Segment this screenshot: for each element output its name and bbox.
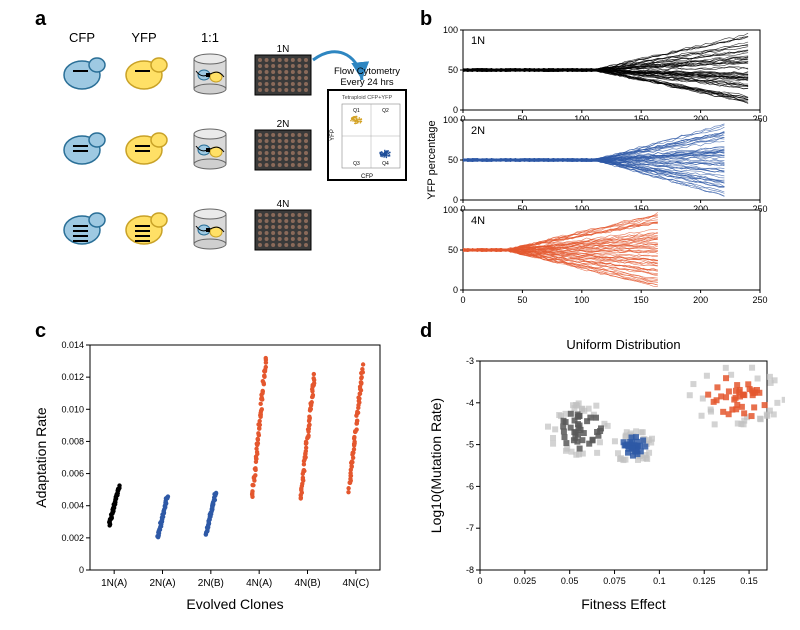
svg-text:Uniform Distribution: Uniform Distribution: [566, 337, 680, 352]
svg-text:Q3: Q3: [353, 161, 360, 167]
figure-root: a b c d CFPYFP1:11N2N4NFlow CytometryEve…: [0, 0, 800, 630]
svg-text:4N(A): 4N(A): [246, 578, 272, 589]
svg-text:0.05: 0.05: [561, 576, 579, 586]
svg-text:0.002: 0.002: [61, 533, 84, 543]
svg-text:Q2: Q2: [382, 108, 389, 114]
svg-text:4N: 4N: [277, 199, 290, 210]
svg-text:4N: 4N: [471, 215, 485, 227]
svg-text:Fitness Effect: Fitness Effect: [581, 596, 666, 612]
svg-text:Generations: Generations: [582, 309, 642, 310]
svg-text:100: 100: [574, 295, 589, 305]
svg-text:0.1: 0.1: [653, 576, 666, 586]
svg-text:Q1: Q1: [353, 108, 360, 114]
svg-text:0: 0: [477, 576, 482, 586]
svg-text:0: 0: [79, 565, 84, 575]
svg-text:-8: -8: [466, 565, 474, 575]
svg-text:250: 250: [752, 295, 767, 305]
svg-text:4N(C): 4N(C): [342, 578, 369, 589]
svg-text:0: 0: [453, 195, 458, 205]
svg-text:1N(A): 1N(A): [101, 578, 127, 589]
svg-text:2N: 2N: [471, 125, 485, 137]
svg-text:CFP: CFP: [361, 174, 373, 180]
svg-text:Adaptation Rate: Adaptation Rate: [33, 407, 49, 508]
svg-text:0.008: 0.008: [61, 436, 84, 446]
svg-text:YFP percentage: YFP percentage: [426, 120, 438, 199]
svg-text:0.014: 0.014: [61, 340, 84, 350]
panel-d-chart: Uniform Distribution 0 0.025 0.05 0.075 0.1 0.…: [425, 335, 785, 625]
svg-text:50: 50: [448, 65, 458, 75]
svg-text:Log10(Mutation Rate): Log10(Mutation Rate): [428, 398, 444, 533]
svg-text:50: 50: [448, 245, 458, 255]
panel-c-chart: 0 0.002 0.004 0.006 0.008 0.010 0.012 0.014 1N(A…: [30, 335, 400, 625]
svg-text:YFP: YFP: [131, 30, 156, 45]
svg-text:-7: -7: [466, 523, 474, 533]
svg-text:0.012: 0.012: [61, 372, 84, 382]
svg-text:0.15: 0.15: [740, 576, 758, 586]
svg-text:Flow Cytometry: Flow Cytometry: [334, 66, 400, 77]
svg-text:200: 200: [693, 295, 708, 305]
svg-text:Evolved Clones: Evolved Clones: [186, 596, 283, 612]
svg-text:1N: 1N: [277, 44, 290, 55]
svg-text:0.004: 0.004: [61, 501, 84, 511]
svg-text:50: 50: [448, 155, 458, 165]
svg-text:0.010: 0.010: [61, 404, 84, 414]
svg-text:100: 100: [443, 115, 458, 125]
svg-text:0.125: 0.125: [693, 576, 716, 586]
svg-text:0.075: 0.075: [603, 576, 626, 586]
svg-text:-6: -6: [466, 481, 474, 491]
svg-text:1:1: 1:1: [201, 30, 219, 45]
svg-text:CFP: CFP: [69, 30, 95, 45]
svg-text:50: 50: [517, 295, 527, 305]
svg-text:1N: 1N: [471, 35, 485, 47]
svg-text:100: 100: [443, 25, 458, 35]
svg-text:0: 0: [453, 285, 458, 295]
svg-text:2N(B): 2N(B): [198, 578, 224, 589]
svg-text:4N(B): 4N(B): [294, 578, 320, 589]
svg-text:Tetraploid CFP+YFP: Tetraploid CFP+YFP: [342, 95, 393, 101]
svg-text:2N: 2N: [277, 119, 290, 130]
svg-text:-3: -3: [466, 356, 474, 366]
svg-text:-4: -4: [466, 398, 474, 408]
svg-text:Q4: Q4: [382, 161, 389, 167]
svg-text:Every 24 hrs: Every 24 hrs: [340, 77, 394, 88]
svg-text:0.025: 0.025: [514, 576, 537, 586]
svg-text:0.006: 0.006: [61, 469, 84, 479]
svg-text:2N(A): 2N(A): [149, 578, 175, 589]
svg-text:-5: -5: [466, 440, 474, 450]
svg-text:100: 100: [443, 205, 458, 215]
svg-text:150: 150: [634, 295, 649, 305]
svg-text:YFP: YFP: [330, 129, 336, 141]
panel-a-schematic: CFP YFP 1:1 1N 2N 4N Flow CytometryEvery 24 hr…: [30, 20, 410, 320]
svg-text:0: 0: [460, 295, 465, 305]
svg-text:0: 0: [453, 105, 458, 115]
panel-b-chart: 0501001N0501001502002500501002N050100150…: [425, 20, 785, 310]
